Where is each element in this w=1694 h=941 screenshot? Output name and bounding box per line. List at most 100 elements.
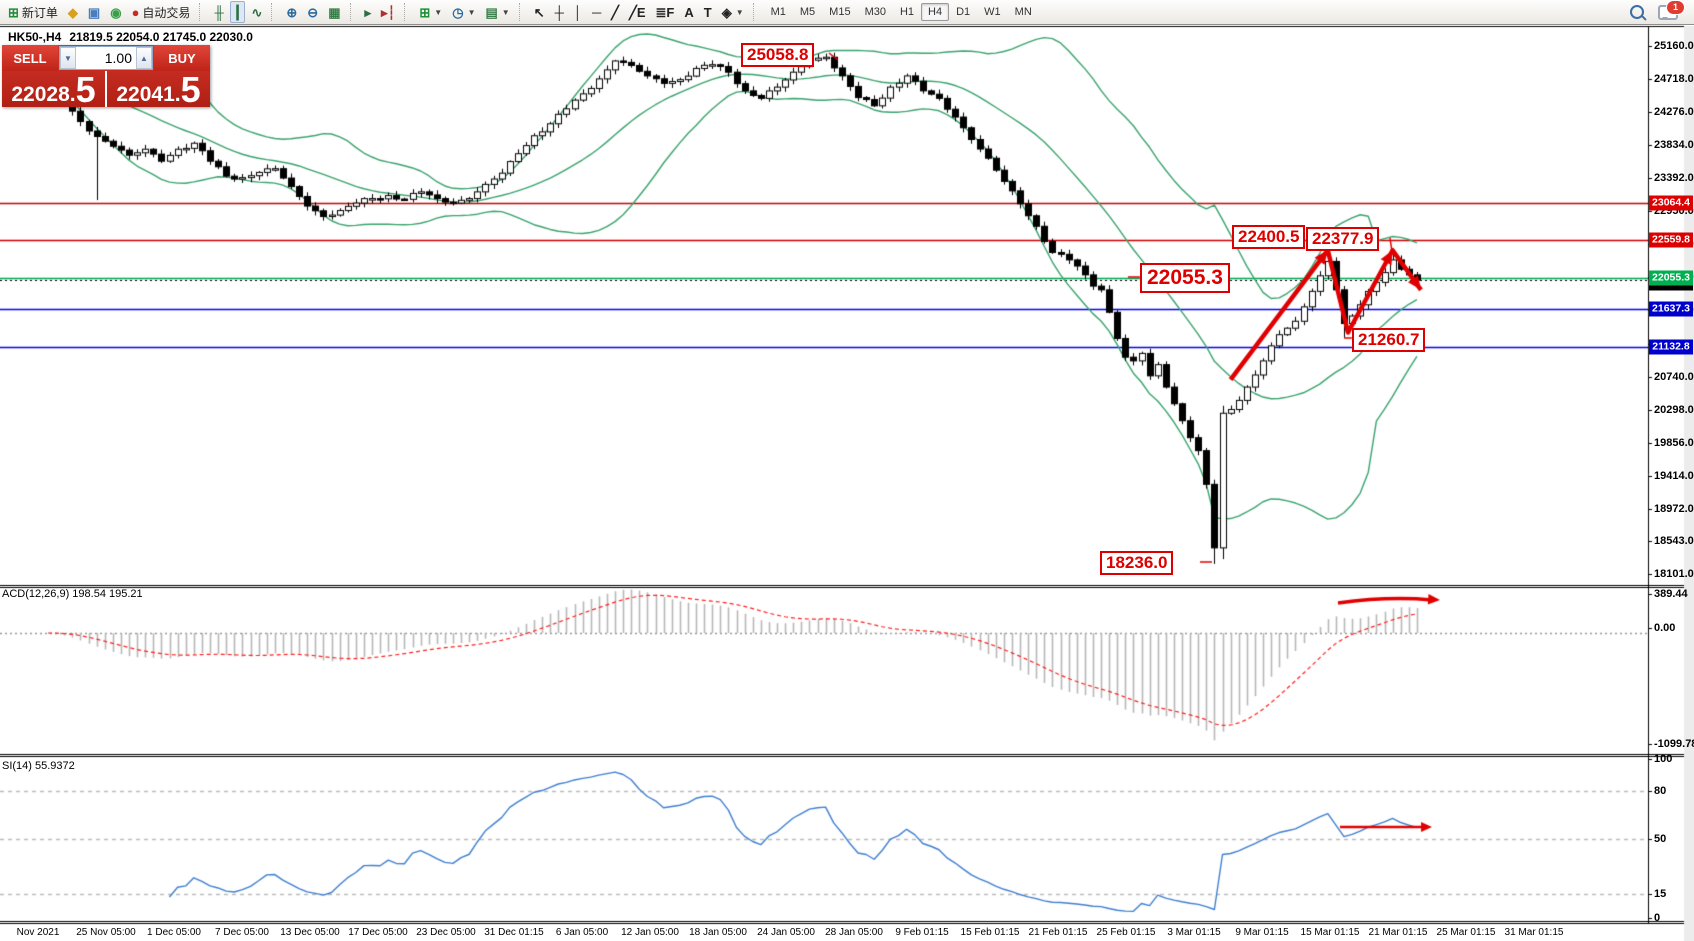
zoom-in-button[interactable]: ⊕	[282, 1, 301, 23]
sell-price-main: 22028	[11, 83, 70, 106]
time-axis-label: 6 Jan 05:00	[555, 927, 609, 938]
search-icon[interactable]	[1630, 5, 1644, 19]
periods-icon: ◷	[452, 4, 464, 20]
vertical-line-button[interactable]: │	[570, 1, 586, 23]
price-annotation[interactable]: 18236.0	[1100, 551, 1174, 575]
time-axis-label: 28 Jan 05:00	[825, 927, 883, 938]
trendline-icon: ╱	[611, 4, 619, 20]
time-axis-label: 31 Mar 01:15	[1504, 927, 1564, 938]
candlestick-chart-button[interactable]: ┃	[229, 1, 246, 23]
auto-trading-button[interactable]: ● 自动交易	[128, 1, 195, 23]
notifications-icon[interactable]: 1	[1658, 0, 1685, 20]
new-order-button[interactable]: ⊞ 新订单	[4, 1, 62, 23]
chevron-down-icon: ▼	[735, 7, 744, 17]
horizontal-line-icon: ─	[591, 4, 602, 20]
trendline-button[interactable]: ╱	[607, 1, 623, 23]
arrows-button[interactable]: ◈ ▼	[718, 1, 748, 23]
crosshair-button[interactable]: ┼	[551, 1, 568, 23]
timeframe-d1[interactable]: D1	[956, 6, 971, 18]
rsi-axis-label: 15	[1654, 888, 1667, 901]
zoom-in-icon: ⊕	[286, 4, 298, 20]
price-annotation[interactable]: 22400.5	[1232, 225, 1306, 249]
toolbar-separator	[752, 3, 759, 21]
time-axis-label: 25 Mar 01:15	[1436, 927, 1496, 938]
bar-chart-button[interactable]: ╫	[210, 1, 227, 23]
rsi-indicator-label: SI(14) 55.9372	[2, 760, 75, 772]
auto-trading-icon: ●	[131, 4, 140, 20]
price-annotation[interactable]: 21260.7	[1352, 328, 1426, 352]
volume-decrease-icon[interactable]: ▼	[60, 47, 76, 69]
timeframe-toolbar: M1 M5 M15 M30 H1 H4 D1 W1 MN	[764, 3, 1039, 21]
timeframe-m1[interactable]: M1	[770, 6, 786, 18]
broadcast-button[interactable]: ◉	[106, 1, 125, 23]
y-axis-tick-label: 24718.0	[1654, 73, 1694, 86]
price-annotation[interactable]: 25058.8	[741, 43, 815, 67]
templates-button[interactable]: ▤ ▼	[481, 1, 513, 23]
new-order-icon: ⊞	[8, 4, 19, 20]
time-axis-label: Nov 2021	[16, 927, 60, 938]
symbol-period: HK50-,H4	[8, 30, 62, 44]
candlestick-chart-icon: ┃	[233, 4, 242, 20]
fibonacci-icon: ≣F	[655, 4, 675, 20]
auto-scroll-button[interactable]: ▸┆	[377, 1, 399, 23]
y-axis-tick-label: 20740.0	[1654, 370, 1694, 383]
text-icon: A	[684, 4, 694, 20]
timeframe-m5[interactable]: M5	[799, 6, 816, 18]
notification-badge: 1	[1666, 0, 1685, 15]
timeframe-mn[interactable]: MN	[1014, 6, 1032, 18]
line-chart-button[interactable]: ∿	[247, 1, 266, 23]
text-button[interactable]: A	[680, 1, 697, 23]
volume-increase-icon[interactable]: ▲	[136, 47, 152, 69]
timeframe-w1[interactable]: W1	[984, 6, 1001, 18]
volume-value[interactable]: 1.00	[104, 50, 132, 66]
buy-price-pip: 5	[180, 69, 201, 111]
chart-shift-button[interactable]: ▸	[361, 1, 376, 23]
deposit-box-button[interactable]: ◆	[64, 1, 82, 23]
price-annotation[interactable]: 22377.9	[1306, 227, 1380, 251]
timeframe-m15[interactable]: M15	[829, 6, 851, 18]
y-axis-tick-label: 18543.0	[1654, 534, 1694, 547]
time-axis-label: 3 Mar 01:15	[1167, 927, 1221, 938]
tile-windows-button[interactable]: ▦	[324, 1, 344, 23]
timeframe-h4[interactable]: H4	[921, 3, 950, 21]
timeframe-h1[interactable]: H1	[899, 6, 915, 18]
sell-button[interactable]: SELL	[2, 45, 58, 71]
equidistant-channel-button[interactable]: ╱E	[625, 1, 650, 23]
timeframe-m30[interactable]: M30	[864, 6, 886, 18]
time-axis-label: 15 Mar 01:15	[1300, 927, 1360, 938]
cursor-button[interactable]: ↖	[530, 1, 549, 23]
new-chart-button[interactable]: ⊞ ▼	[415, 1, 446, 23]
y-axis-tick-label: 24276.0	[1654, 106, 1694, 119]
toolbar-separator	[349, 3, 356, 21]
volume-stepper[interactable]: ▼ 1.00 ▲	[59, 46, 153, 70]
time-axis-label: 1 Dec 05:00	[147, 927, 201, 938]
tile-windows-icon: ▦	[328, 4, 341, 20]
time-axis-label: 13 Dec 05:00	[280, 927, 340, 938]
macd-axis-label: 0.00	[1654, 622, 1676, 634]
chevron-down-icon: ▼	[434, 7, 443, 17]
price-annotation[interactable]: 22055.3	[1140, 263, 1230, 293]
y-axis-tick-label: 19414.0	[1654, 469, 1694, 482]
time-axis-label: 9 Feb 01:15	[895, 927, 949, 938]
market-window-button[interactable]: ▣	[84, 1, 104, 23]
zoom-out-button[interactable]: ⊖	[303, 1, 322, 23]
price-axis-badge: 22559.8	[1649, 232, 1693, 248]
time-axis-label: 24 Jan 05:00	[757, 927, 815, 938]
sell-price[interactable]: 22028. 5	[2, 71, 105, 107]
time-axis-label: 31 Dec 01:15	[484, 927, 544, 938]
templates-icon: ▤	[485, 4, 498, 20]
main-toolbar: ⊞ 新订单 ◆ ▣ ◉ ● 自动交易 ╫ ┃ ∿ ⊕ ⊖ ▦ ▸ ▸┆ ⊞ ▼ ◷ ▼ ▤ ▼ ↖ ┼ │ ─ ╱ ╱E ≣F A T ◈ ▼…	[0, 0, 1694, 25]
time-axis-label: 25 Feb 01:15	[1096, 927, 1156, 938]
fibonacci-button[interactable]: ≣F	[652, 1, 679, 23]
new-order-button-label: 新订单	[21, 5, 58, 20]
buy-button[interactable]: BUY	[154, 45, 210, 71]
buy-price[interactable]: 22041. 5	[105, 69, 210, 111]
crosshair-icon: ┼	[554, 4, 564, 20]
time-axis-label: 7 Dec 05:00	[215, 927, 269, 938]
horizontal-line-button[interactable]: ─	[588, 1, 605, 23]
periods-button[interactable]: ◷ ▼	[448, 1, 479, 23]
time-axis-label: 17 Dec 05:00	[348, 927, 408, 938]
text-label-button[interactable]: T	[700, 1, 716, 23]
